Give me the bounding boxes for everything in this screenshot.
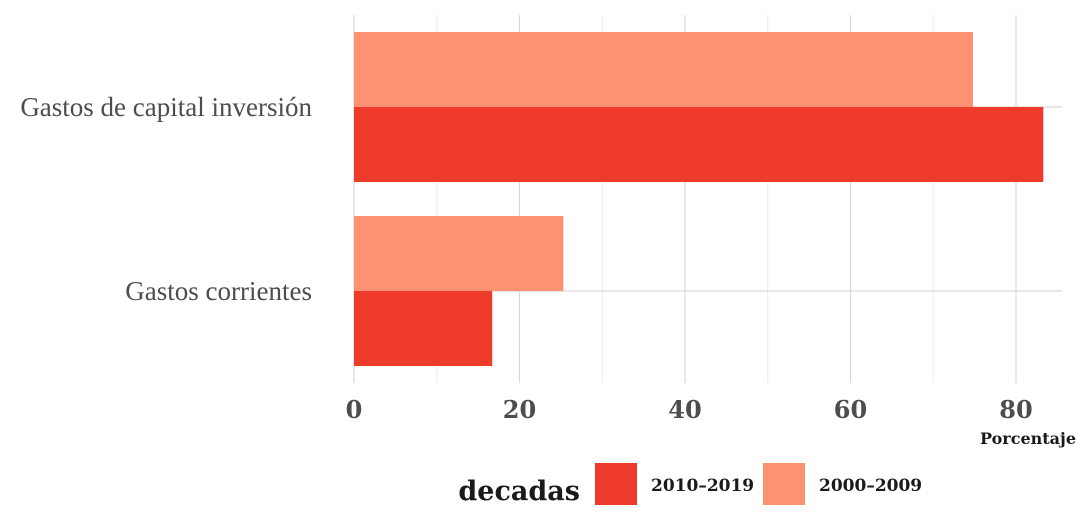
bar (354, 291, 493, 366)
legend-title: decadas (458, 476, 580, 507)
x-tick-label: 40 (668, 395, 701, 424)
x-tick-label: 80 (999, 395, 1032, 424)
x-tick-label: 20 (503, 395, 536, 424)
category-label: Gastos corrientes (125, 276, 312, 306)
bars (354, 32, 1044, 366)
legend-label: 2010–2019 (651, 476, 754, 496)
legend-label: 2000–2009 (819, 476, 922, 496)
x-axis-title: Porcentaje (980, 429, 1076, 448)
x-tick-label: 0 (346, 395, 363, 424)
legend-swatch (763, 463, 805, 505)
bar (354, 32, 973, 107)
legend: decadas 2010–2019 2000–2009 (458, 463, 922, 507)
legend-swatch (595, 463, 637, 505)
bar (354, 107, 1044, 182)
bar (354, 216, 564, 291)
category-labels: Gastos de capital inversión Gastos corrie… (20, 92, 312, 306)
x-tick-label: 60 (834, 395, 867, 424)
x-tick-labels: 0 20 40 60 80 (346, 395, 1033, 424)
category-label: Gastos de capital inversión (20, 92, 312, 122)
